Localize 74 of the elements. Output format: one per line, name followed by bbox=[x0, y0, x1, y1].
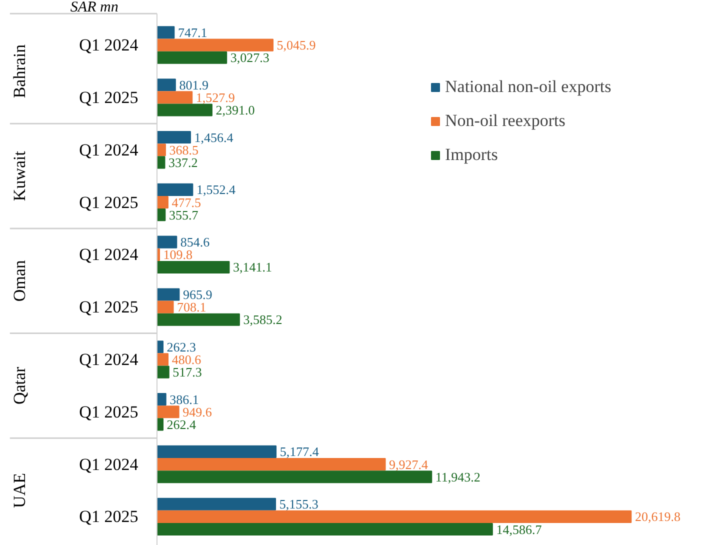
bar bbox=[156, 393, 166, 406]
data-label: 109.8 bbox=[163, 247, 193, 262]
bar bbox=[156, 288, 180, 301]
data-label: 262.3 bbox=[166, 339, 196, 354]
data-label: 949.6 bbox=[182, 404, 212, 420]
y-tick-label: Q1 2024 bbox=[79, 36, 139, 55]
data-label: 5,045.9 bbox=[276, 38, 316, 53]
bar bbox=[156, 366, 170, 378]
bar bbox=[156, 91, 193, 104]
data-label: 2,391.0 bbox=[216, 102, 255, 118]
bar bbox=[156, 104, 212, 116]
text: Kuwait bbox=[10, 150, 29, 202]
data-label: 5,155.3 bbox=[279, 496, 318, 512]
text: Bahrain bbox=[10, 44, 29, 98]
text: Qatar bbox=[10, 366, 29, 405]
bar bbox=[156, 510, 632, 523]
data-label: 1,527.9 bbox=[196, 90, 235, 105]
y-tick-label: Q1 2024 bbox=[79, 245, 139, 264]
y-tick-label: Q1 2024 bbox=[79, 454, 139, 474]
y-tick-label: Q1 2025 bbox=[79, 88, 138, 107]
bar bbox=[156, 353, 169, 366]
y-tick-label: Q1 2025 bbox=[79, 298, 138, 317]
data-label: 517.3 bbox=[172, 364, 202, 380]
data-label: 262.4 bbox=[166, 416, 197, 432]
data-label: 355.7 bbox=[168, 207, 199, 222]
data-label: 11,943.2 bbox=[435, 469, 480, 484]
text: Oman bbox=[10, 260, 29, 302]
text: UAE bbox=[10, 472, 29, 508]
bar bbox=[156, 498, 276, 510]
bar bbox=[156, 406, 180, 418]
bar bbox=[156, 260, 230, 274]
bar bbox=[156, 183, 194, 196]
legend-label: National non-oil exports bbox=[445, 77, 612, 97]
data-label: 854.6 bbox=[180, 234, 210, 250]
y-tick-label: Q1 2024 bbox=[79, 350, 139, 369]
bar bbox=[156, 236, 178, 248]
bar bbox=[156, 470, 432, 484]
y-tick-label: Q1 2025 bbox=[79, 507, 138, 526]
data-label: 477.5 bbox=[172, 194, 201, 210]
data-label: 20,619.8 bbox=[634, 509, 680, 524]
data-label: 801.9 bbox=[179, 77, 208, 92]
data-label: 386.1 bbox=[170, 392, 199, 407]
data-label: 480.6 bbox=[172, 352, 202, 367]
data-label: 368.5 bbox=[169, 142, 198, 158]
data-label: 5,177.4 bbox=[280, 444, 320, 460]
data-label: 3,585.2 bbox=[243, 312, 282, 328]
y-tick-label: Q1 2024 bbox=[79, 140, 139, 160]
bar bbox=[156, 313, 240, 326]
data-label: 3,027.3 bbox=[230, 50, 270, 66]
bar bbox=[156, 51, 228, 64]
legend-label: Non-oil reexports bbox=[445, 111, 566, 131]
legend-label: Imports bbox=[445, 145, 498, 165]
bar bbox=[156, 78, 176, 92]
data-label: 9,927.4 bbox=[389, 456, 429, 472]
bar bbox=[156, 38, 274, 52]
y-tick-label: Q1 2025 bbox=[79, 402, 138, 422]
data-label: 1,552.4 bbox=[196, 182, 236, 198]
bar bbox=[156, 196, 168, 209]
bar bbox=[156, 458, 386, 471]
bar bbox=[156, 300, 174, 314]
data-label: 708.1 bbox=[177, 300, 206, 315]
bar bbox=[156, 445, 277, 458]
data-label: 965.9 bbox=[182, 286, 212, 302]
data-label: 3,141.1 bbox=[233, 260, 272, 275]
bar bbox=[156, 26, 175, 39]
bar bbox=[156, 522, 493, 536]
data-label: 1,456.4 bbox=[194, 130, 234, 145]
data-label: 747.1 bbox=[178, 24, 208, 40]
bar bbox=[156, 144, 166, 156]
data-label: 14,586.7 bbox=[496, 522, 542, 537]
y-axis-title: SAR mn bbox=[70, 0, 118, 16]
data-label: 337.2 bbox=[168, 154, 198, 170]
bar bbox=[156, 130, 191, 144]
y-tick-label: Q1 2025 bbox=[79, 192, 138, 212]
